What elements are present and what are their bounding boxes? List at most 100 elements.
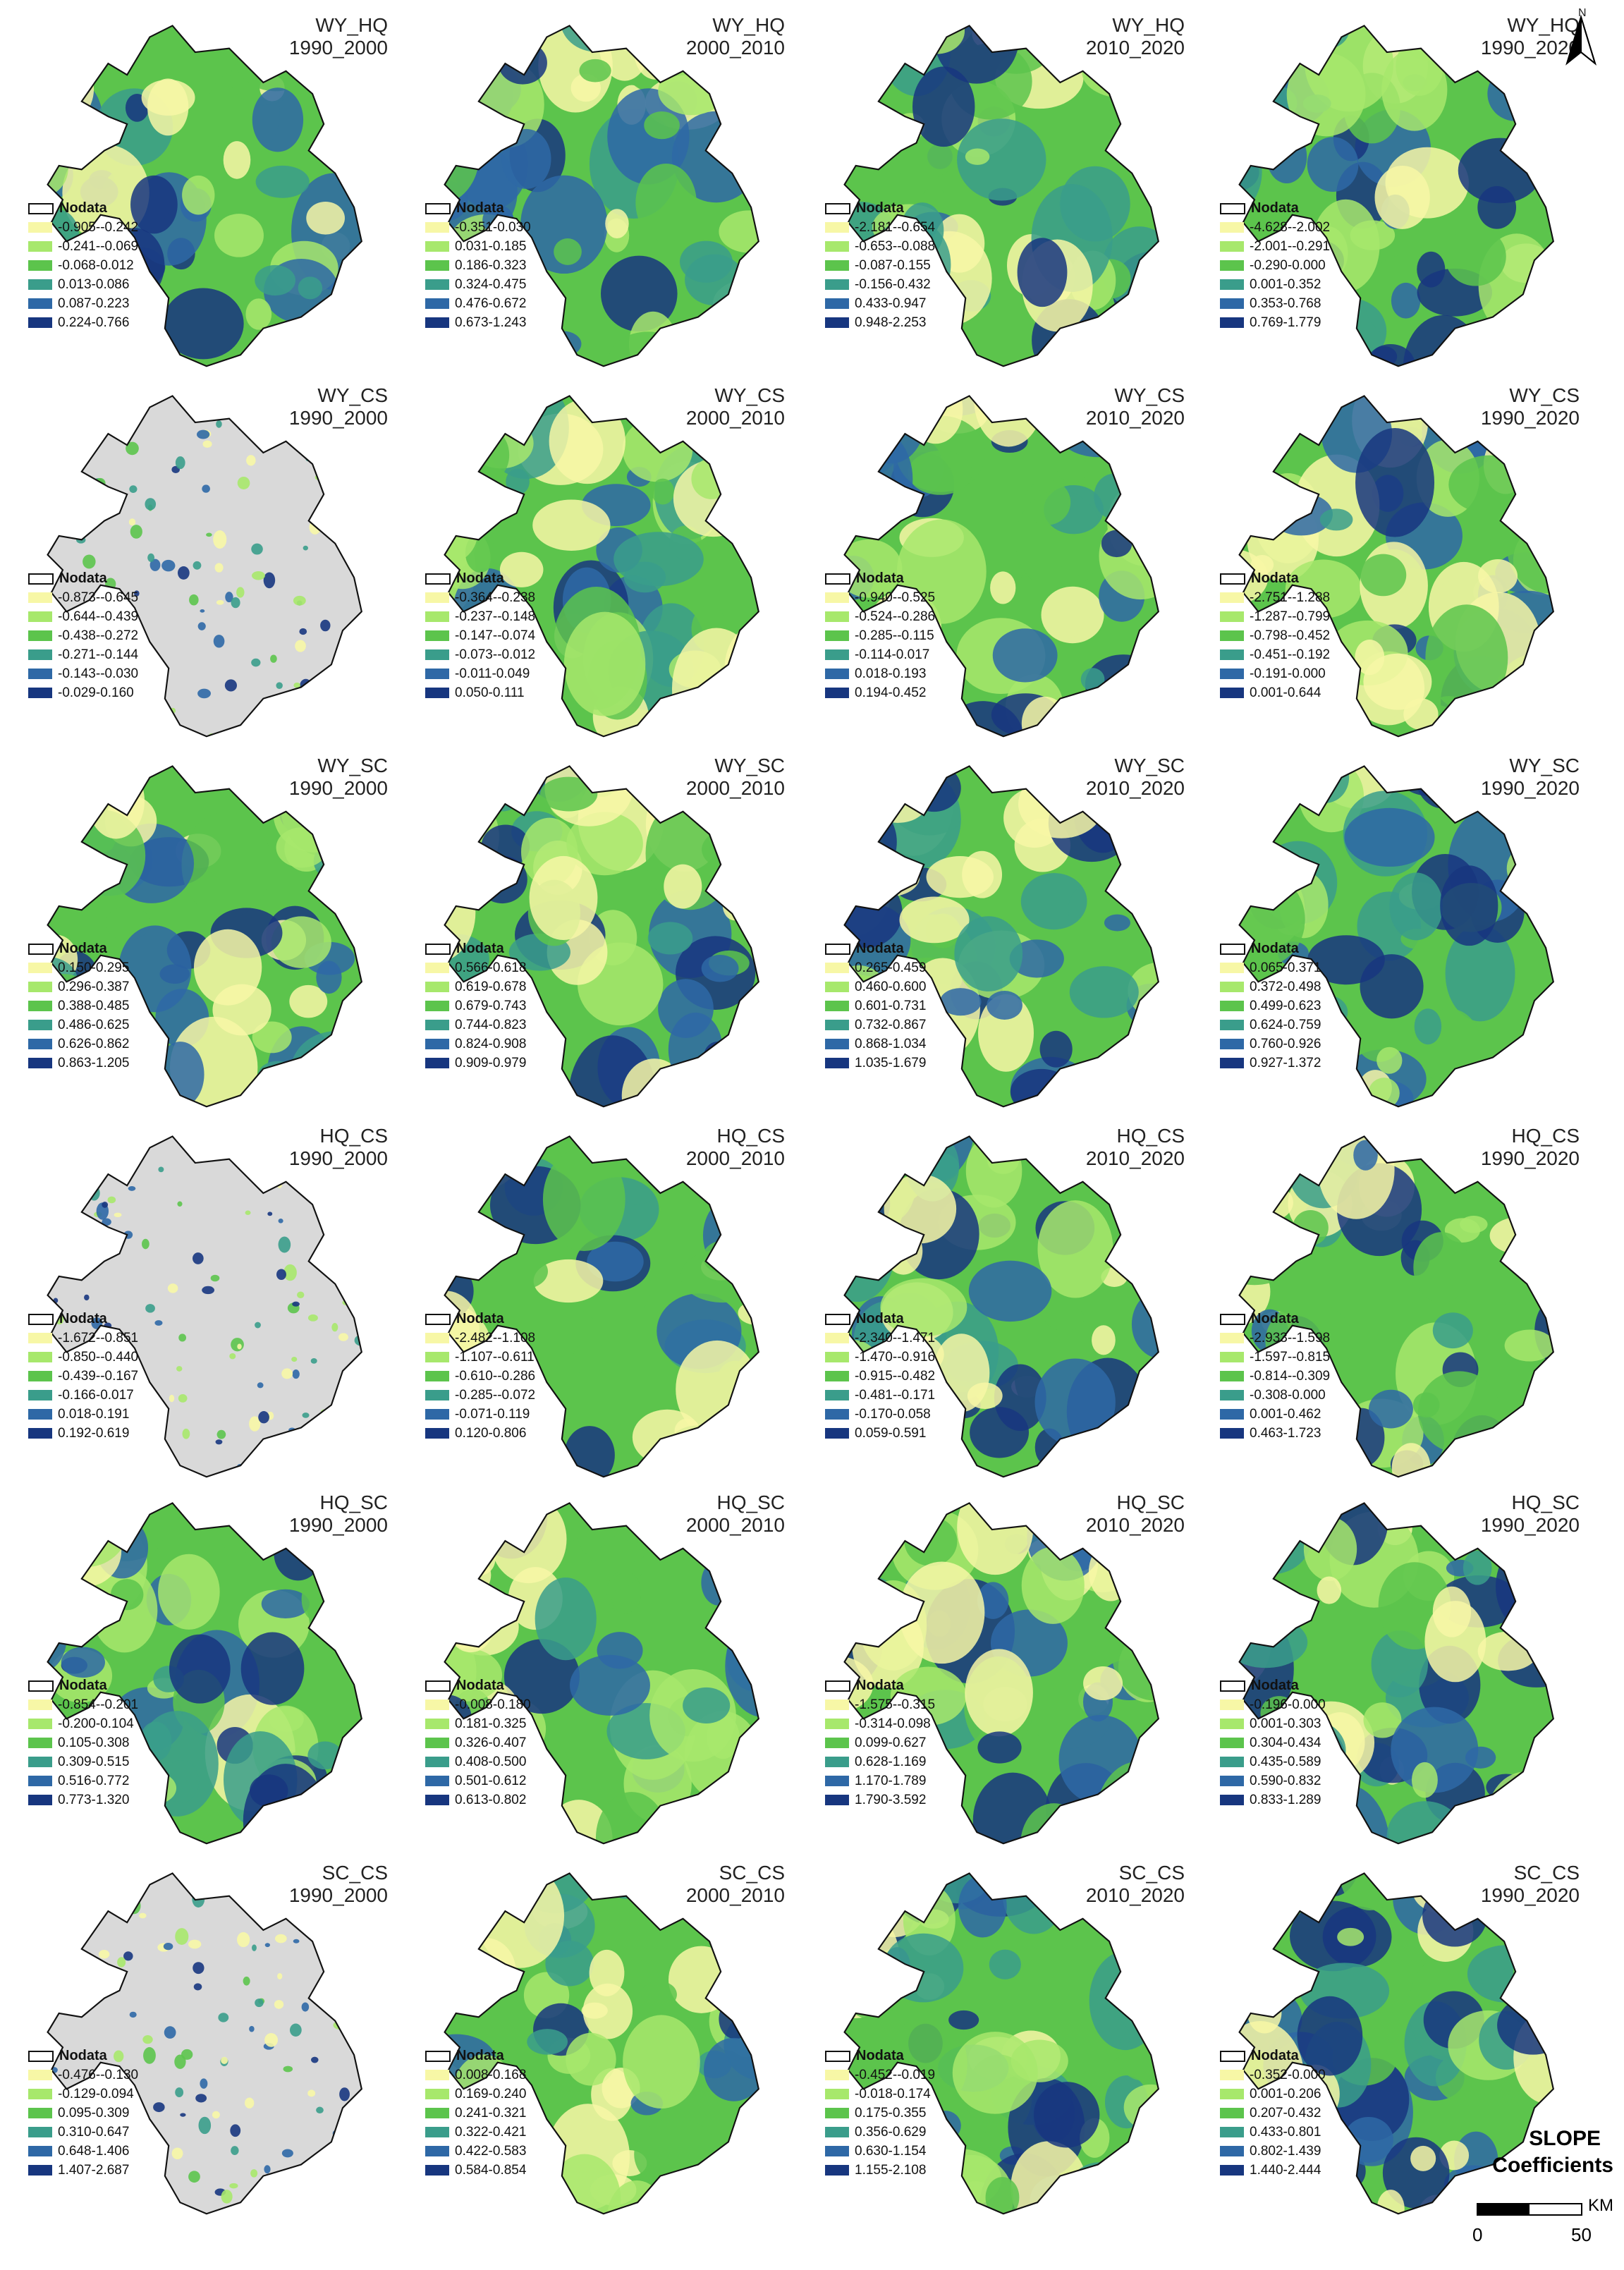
region-boundary	[444, 765, 759, 1108]
legend-swatch	[1220, 1039, 1244, 1049]
map-patch	[214, 563, 224, 573]
map-patch	[1259, 25, 1313, 74]
map-patch	[880, 1278, 967, 1337]
legend-swatch	[425, 2127, 449, 2137]
legend-class-row: -0.166-0.017	[28, 1386, 138, 1405]
legend-class-label: 0.001-0.462	[1250, 1406, 1321, 1422]
legend-swatch	[28, 1409, 52, 1420]
legend-swatch	[825, 2127, 849, 2137]
map-patch	[251, 658, 261, 667]
map-patch	[206, 532, 212, 537]
map-patch	[293, 595, 306, 606]
legend-swatch	[425, 592, 449, 603]
map-patch	[721, 1197, 759, 1233]
map-legend: Nodata -2.181--0.654 -0.653--0.088 -0.087-0…	[825, 199, 935, 332]
map-patch	[589, 1949, 625, 1996]
legend-swatch	[425, 688, 449, 698]
choropleth-map	[47, 1872, 362, 2215]
map-patch	[252, 87, 304, 152]
map-patch	[1101, 530, 1132, 558]
map-patch	[295, 1177, 308, 1193]
legend-class-label: 0.590-0.832	[1250, 1773, 1321, 1788]
legend-swatch	[28, 2089, 52, 2099]
legend-swatch	[28, 1352, 52, 1362]
map-patch	[908, 450, 972, 495]
legend-class-row: -1.470--0.916	[825, 1348, 935, 1367]
map-patch	[957, 118, 1046, 201]
legend-swatch	[1220, 611, 1244, 622]
map-patch	[292, 1301, 300, 1307]
map-patch	[221, 2056, 228, 2065]
map-patch	[1317, 1576, 1342, 1604]
legend-class-label: -0.285--0.115	[855, 628, 934, 643]
legend-class-label: -0.873--0.645	[58, 590, 139, 605]
legend-swatch	[825, 298, 849, 309]
nodata-swatch	[1220, 1313, 1245, 1325]
legend-class-label: -1.287--0.799	[1250, 609, 1331, 624]
legend-class-row: 0.372-0.498	[1220, 977, 1321, 996]
map-patch	[533, 1259, 604, 1303]
map-patch	[339, 305, 362, 330]
map-patch	[319, 1037, 352, 1068]
legend-class-row: 0.065-0.371	[1220, 958, 1321, 977]
legend-swatch	[1220, 1776, 1244, 1786]
legend-swatch	[825, 279, 849, 290]
map-patch	[335, 713, 345, 719]
map-patch	[1009, 939, 1064, 978]
map-patch	[854, 858, 920, 897]
legend-class-label: 0.326-0.407	[455, 1735, 527, 1750]
legend-class-label: -0.915--0.482	[855, 1368, 936, 1384]
map-patch	[118, 402, 131, 412]
panel-title-name: HQ_SC	[1511, 1491, 1580, 1513]
map-patch	[231, 2146, 239, 2156]
map-patch	[499, 551, 544, 587]
map-patch	[135, 2200, 142, 2208]
map-legend: Nodata -0.352-0.000 0.001-0.206 0.207-0.432…	[1220, 2046, 1326, 2180]
legend-class-row: 0.584-0.854	[425, 2161, 526, 2180]
map-patch	[295, 640, 306, 652]
map-patch	[202, 484, 210, 493]
map-patch	[93, 2180, 105, 2192]
map-patch	[255, 1999, 264, 2008]
map-patch	[680, 240, 733, 283]
map-patch	[88, 1873, 102, 1891]
choropleth-map	[47, 1135, 362, 1478]
legend-class-row: -0.191-0.000	[1220, 664, 1330, 683]
legend-class-row: 0.769-1.779	[1220, 313, 1330, 332]
map-patch	[623, 2015, 700, 2109]
legend-class-label: -1.672--0.851	[58, 1330, 139, 1345]
legend-class-row: 0.326-0.407	[425, 1733, 531, 1752]
map-patch	[844, 1873, 900, 1894]
map-patch	[180, 2113, 186, 2117]
legend-class-label: -0.018-0.174	[855, 2086, 931, 2101]
map-patch	[1411, 1762, 1438, 1798]
legend-class-row: -0.873--0.645	[28, 588, 138, 607]
legend-swatch	[425, 2070, 449, 2080]
map-patch	[276, 682, 283, 689]
legend-class-row: 1.407-2.687	[28, 2161, 138, 2180]
map-patch	[333, 488, 343, 499]
legend-class-label: 1.155-2.108	[855, 2162, 927, 2178]
map-patch	[1239, 829, 1275, 869]
legend-class-label: 0.120-0.806	[455, 1425, 527, 1441]
map-patch	[492, 1252, 549, 1290]
map-patch	[130, 525, 142, 539]
map-patch	[1128, 1057, 1159, 1107]
map-patch	[844, 401, 883, 499]
map-patch	[145, 498, 157, 511]
map-patch	[1432, 1586, 1472, 1637]
map-patch	[90, 500, 104, 517]
map-patch	[1445, 226, 1506, 286]
map-patch	[252, 571, 265, 580]
panel-title-name: WY_SC	[1114, 755, 1185, 776]
map-patch	[466, 1073, 525, 1107]
map-patch	[175, 456, 185, 470]
map-patch	[1391, 1443, 1431, 1477]
map-patch	[733, 1161, 759, 1249]
map-patch	[1267, 2189, 1316, 2214]
legend-nodata-row: Nodata	[28, 2046, 138, 2065]
map-patch	[312, 2190, 323, 2200]
map-patch	[109, 336, 154, 367]
map-patch	[90, 1147, 97, 1156]
map-panel-hq-cs-2: HQ_CS 2010_2020 Nodata -2.340--1.471 -1.470-…	[797, 1111, 1185, 1478]
